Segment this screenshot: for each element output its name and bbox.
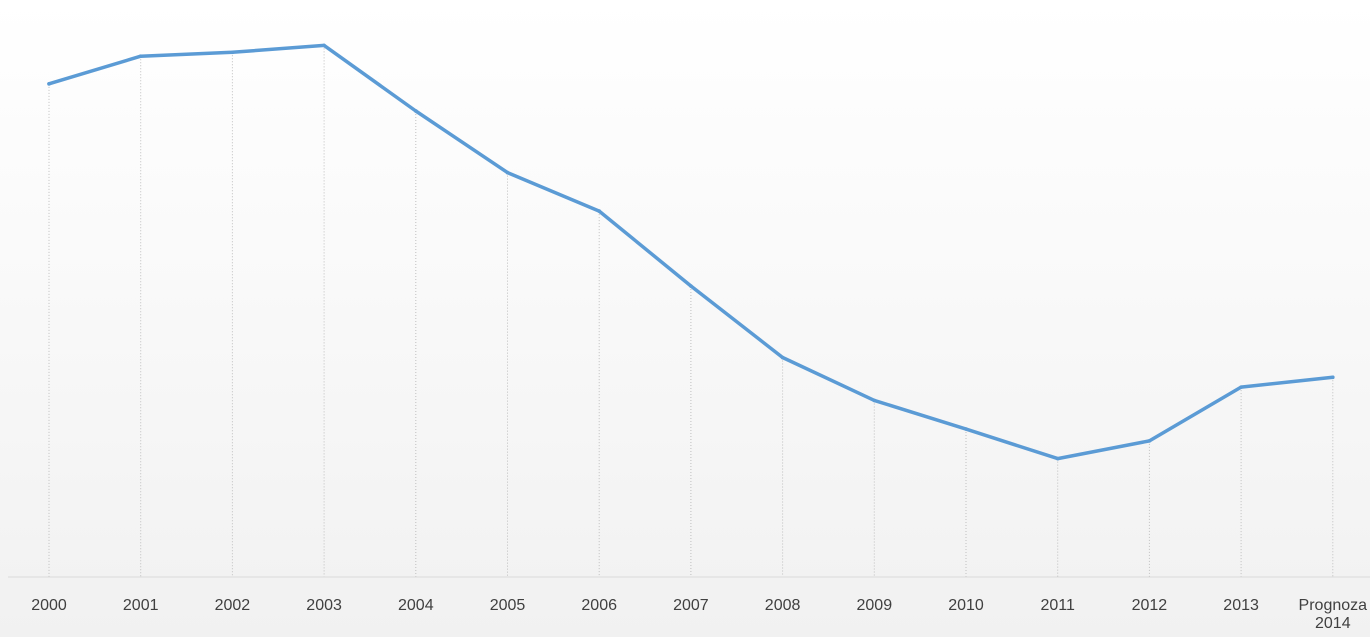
data-point-1 [138,54,143,59]
x-tick-label: 2001 [123,597,159,614]
x-tick-label: 2009 [857,597,893,614]
data-point-6 [597,209,601,213]
x-tick-label: 2010 [948,597,984,614]
x-tick-labels: 2000 2001 2002 2003 2004 2005 2006 2007 2008 2009… [31,597,1367,632]
x-tick-label: 2003 [306,597,342,614]
data-point-4 [414,109,418,113]
x-tick-label: 2008 [765,597,801,614]
x-tick-label: 2000 [31,597,67,614]
series-layer [47,43,1335,461]
x-tick-label: 2011 [1040,597,1075,614]
x-tick-label: 2006 [581,597,617,614]
data-point-13 [1239,385,1243,389]
data-point-3 [322,43,326,48]
x-tick-label: 2005 [490,597,526,614]
data-point-10 [964,427,968,431]
x-tick-label: Prognoza 2014 [1299,597,1368,632]
data-point-12 [1147,439,1152,443]
gridlines [48,45,1334,577]
x-tick-label: 2007 [673,597,709,614]
data-point-9 [872,398,877,403]
x-tick-label: 2013 [1223,597,1259,614]
data-point-7 [689,284,693,288]
x-tick-label: 2002 [215,597,251,614]
x-tick-label: 2004 [398,597,434,614]
series-line [47,43,1335,461]
data-point-8 [780,355,785,360]
x-tick-label: 2012 [1132,597,1168,614]
data-point-0 [47,82,51,86]
data-point-2 [230,50,235,55]
data-point-14 [1331,375,1335,380]
data-point-11 [1055,456,1060,461]
data-point-5 [505,170,510,175]
